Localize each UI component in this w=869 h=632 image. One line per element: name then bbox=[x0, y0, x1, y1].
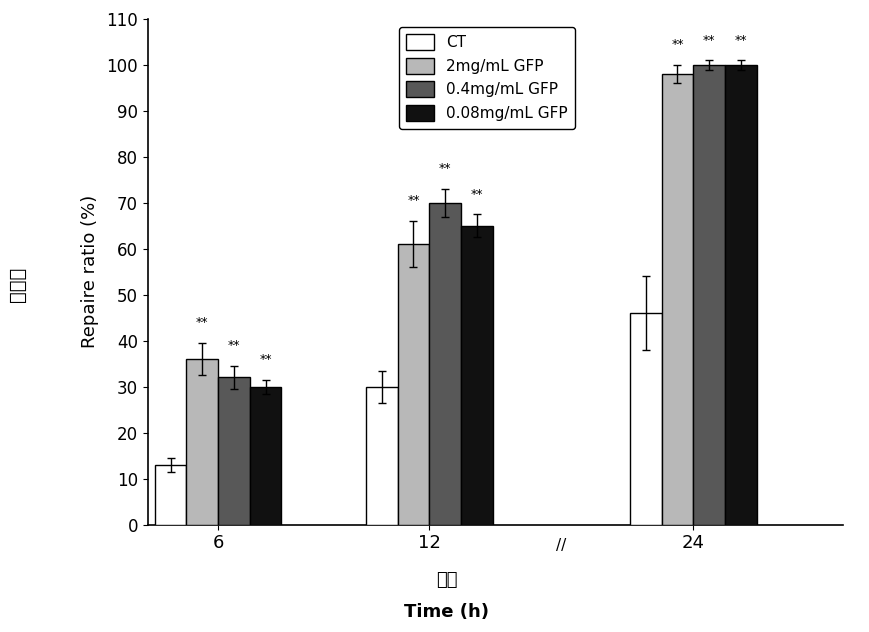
Bar bbox=[218, 377, 249, 525]
Bar bbox=[661, 74, 693, 525]
Bar bbox=[693, 65, 725, 525]
Bar bbox=[429, 203, 461, 525]
Text: Time (h): Time (h) bbox=[404, 603, 489, 621]
Bar bbox=[187, 359, 218, 525]
Text: **: ** bbox=[671, 38, 684, 51]
Bar bbox=[398, 244, 429, 525]
Legend: CT, 2mg/mL GFP, 0.4mg/mL GFP, 0.08mg/mL GFP: CT, 2mg/mL GFP, 0.4mg/mL GFP, 0.08mg/mL … bbox=[399, 27, 575, 129]
Text: **: ** bbox=[471, 188, 483, 200]
Bar bbox=[366, 387, 398, 525]
Text: **: ** bbox=[260, 353, 272, 366]
Bar bbox=[249, 387, 282, 525]
Text: **: ** bbox=[703, 33, 715, 47]
Text: **: ** bbox=[196, 316, 209, 329]
Text: **: ** bbox=[408, 195, 420, 207]
Text: **: ** bbox=[228, 339, 240, 352]
Text: **: ** bbox=[439, 162, 451, 175]
Text: **: ** bbox=[734, 33, 747, 47]
Bar bbox=[155, 465, 187, 525]
Text: 时间: 时间 bbox=[436, 571, 458, 588]
Y-axis label: Repaire ratio (%): Repaire ratio (%) bbox=[82, 195, 99, 348]
Text: //: // bbox=[556, 538, 567, 554]
Bar bbox=[630, 313, 661, 525]
Bar bbox=[461, 226, 493, 525]
Text: 修复率: 修复率 bbox=[8, 267, 27, 302]
Bar bbox=[725, 65, 757, 525]
